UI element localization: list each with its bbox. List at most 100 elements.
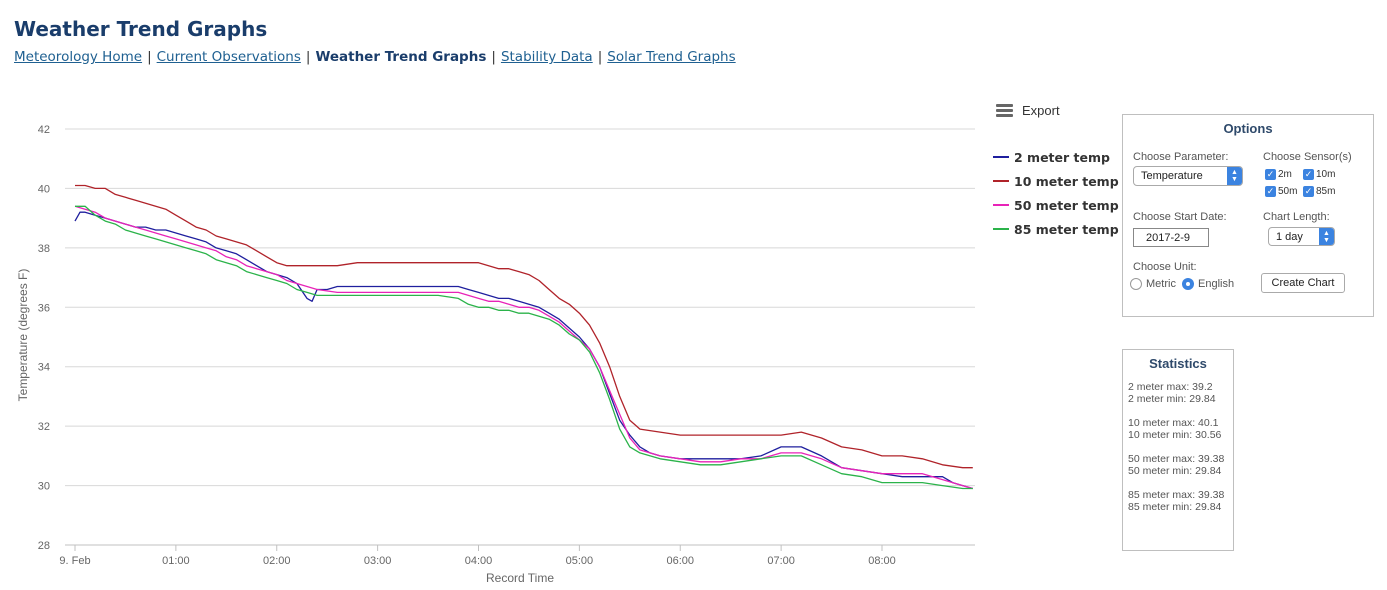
x-tick-label: 08:00 <box>868 555 896 567</box>
options-panel: Options Choose Parameter: Temperature ▲ ▼… <box>1122 114 1374 317</box>
stat-group-50m: 50 meter max: 39.38 50 meter min: 29.84 <box>1128 453 1224 477</box>
nav-separator: | <box>305 49 311 65</box>
unit-english-label: English <box>1198 278 1235 290</box>
legend-swatch <box>993 156 1009 158</box>
stat-line: 2 meter max: 39.2 <box>1128 381 1213 393</box>
legend-item-1[interactable]: 2 meter temp <box>993 145 1119 169</box>
stat-group-2m: 2 meter max: 39.2 2 meter min: 29.84 <box>1128 381 1216 405</box>
stat-group-10m: 10 meter max: 40.1 10 meter min: 30.56 <box>1128 417 1221 441</box>
unit-label: Choose Unit: <box>1133 261 1197 273</box>
export-label: Export <box>1022 103 1060 118</box>
sensor-label-2m: 2m <box>1278 169 1292 180</box>
stat-line: 85 meter min: 29.84 <box>1128 501 1222 513</box>
x-tick-label: 06:00 <box>666 555 694 567</box>
checkmark-icon: ✓ <box>1265 186 1276 197</box>
chart-series <box>74 184 973 490</box>
unit-radio-metric[interactable]: Metric <box>1130 278 1176 290</box>
export-menu-button[interactable]: Export <box>996 103 1060 118</box>
series-line-3 <box>74 205 973 490</box>
legend-swatch <box>993 204 1009 206</box>
x-tick-label: 04:00 <box>465 555 493 567</box>
legend-label: 85 meter temp <box>1014 221 1119 237</box>
y-tick-label: 28 <box>38 540 50 552</box>
checkmark-icon: ✓ <box>1303 186 1314 197</box>
statistics-title: Statistics <box>1149 356 1207 371</box>
x-tick-label: 02:00 <box>263 555 291 567</box>
legend-label: 50 meter temp <box>1014 197 1119 213</box>
sensor-checkbox-50m[interactable]: ✓ 50m <box>1265 186 1297 197</box>
parameter-label: Choose Parameter: <box>1133 151 1229 163</box>
sensor-label-50m: 50m <box>1278 186 1298 197</box>
y-tick-label: 36 <box>38 302 50 314</box>
chart-grid <box>65 128 975 546</box>
radio-checked-icon <box>1182 278 1194 290</box>
start-date-label: Choose Start Date: <box>1133 211 1227 223</box>
nav-link-current-observations[interactable]: Current Observations <box>156 49 301 65</box>
y-tick-label: 38 <box>38 243 50 255</box>
unit-metric-label: Metric <box>1146 278 1176 290</box>
nav-link-solar-trend-graphs[interactable]: Solar Trend Graphs <box>607 49 736 65</box>
unit-radio-english[interactable]: English <box>1182 278 1234 290</box>
statistics-panel: Statistics 2 meter max: 39.2 2 meter min… <box>1122 349 1234 551</box>
y-tick-label: 42 <box>38 124 50 136</box>
legend-swatch <box>993 180 1009 182</box>
chart-length-label: Chart Length: <box>1263 211 1330 223</box>
nav-link-meteorology-home[interactable]: Meteorology Home <box>14 49 143 65</box>
sensor-checkbox-85m[interactable]: ✓ 85m <box>1303 186 1335 197</box>
stat-group-85m: 85 meter max: 39.38 85 meter min: 29.84 <box>1128 489 1224 513</box>
y-axis-ticks: 28 30 32 34 36 38 40 42 <box>38 124 50 552</box>
chart-length-value: 1 day <box>1276 230 1303 243</box>
legend-item-4[interactable]: 85 meter temp <box>993 217 1119 241</box>
chart-length-select[interactable]: 1 day ▲ ▼ <box>1268 227 1335 246</box>
x-tick-label: 07:00 <box>767 555 795 567</box>
sensor-label-10m: 10m <box>1316 169 1336 180</box>
nav-separator: | <box>147 49 152 65</box>
legend-item-2[interactable]: 10 meter temp <box>993 169 1119 193</box>
sensor-label-85m: 85m <box>1316 186 1336 197</box>
x-tick-label: 03:00 <box>364 555 392 567</box>
sensor-checkbox-2m[interactable]: ✓ 2m <box>1265 169 1292 180</box>
checkmark-icon: ✓ <box>1265 169 1276 180</box>
nav-current-page: Weather Trend Graphs <box>315 49 487 65</box>
start-date-input[interactable]: 2017-2-9 <box>1133 228 1209 247</box>
stat-line: 2 meter min: 29.84 <box>1128 393 1216 405</box>
legend-swatch <box>993 228 1009 230</box>
x-tick-label: 9. Feb <box>59 555 90 567</box>
y-tick-label: 34 <box>38 362 50 374</box>
checkmark-icon: ✓ <box>1303 169 1314 180</box>
temperature-chart: 28 30 32 34 36 38 40 42 9. Feb 01:00 02:00 03:00 04… <box>16 124 975 585</box>
parameter-select[interactable]: Temperature ▲ ▼ <box>1133 166 1243 186</box>
stat-line: 10 meter min: 30.56 <box>1128 429 1222 441</box>
sensors-label: Choose Sensor(s) <box>1263 151 1352 163</box>
sensor-checkbox-10m[interactable]: ✓ 10m <box>1303 169 1335 180</box>
nav-separator: | <box>491 49 496 65</box>
page-title: Weather Trend Graphs <box>14 17 268 41</box>
legend-label: 10 meter temp <box>1014 173 1119 189</box>
y-tick-label: 40 <box>38 183 50 195</box>
stat-line: 85 meter max: 39.38 <box>1128 489 1225 501</box>
x-axis-ticks: 9. Feb 01:00 02:00 03:00 04:00 05:00 06:00 07:0… <box>59 545 896 567</box>
select-arrows-icon: ▲ ▼ <box>1227 167 1242 185</box>
stat-line: 50 meter max: 39.38 <box>1128 453 1225 465</box>
parameter-select-value: Temperature <box>1141 170 1203 182</box>
y-axis-title: Temperature (degrees F) <box>16 269 30 402</box>
x-axis-title: Record Time <box>486 571 554 585</box>
chart-legend: 2 meter temp 10 meter temp 50 meter temp 85… <box>993 145 1119 241</box>
stat-line: 10 meter max: 40.1 <box>1128 417 1219 429</box>
nav-separator: | <box>597 49 603 65</box>
hamburger-menu-icon <box>996 104 1013 117</box>
radio-unchecked-icon <box>1130 278 1142 290</box>
y-tick-label: 30 <box>38 481 50 493</box>
series-line-4 <box>75 205 973 490</box>
options-title: Options <box>1223 121 1273 136</box>
legend-item-3[interactable]: 50 meter temp <box>993 193 1119 217</box>
series-line-2 <box>75 184 973 469</box>
nav-link-stability-data[interactable]: Stability Data <box>500 49 593 65</box>
series-line-1 <box>74 211 973 490</box>
legend-label: 2 meter temp <box>1014 149 1110 165</box>
select-arrows-icon: ▲ ▼ <box>1319 228 1334 245</box>
breadcrumb-nav: Meteorology Home | Current Observations | We… <box>14 49 736 65</box>
create-chart-button[interactable]: Create Chart <box>1261 273 1345 293</box>
stat-line: 50 meter min: 29.84 <box>1128 465 1222 477</box>
x-tick-label: 05:00 <box>566 555 594 567</box>
